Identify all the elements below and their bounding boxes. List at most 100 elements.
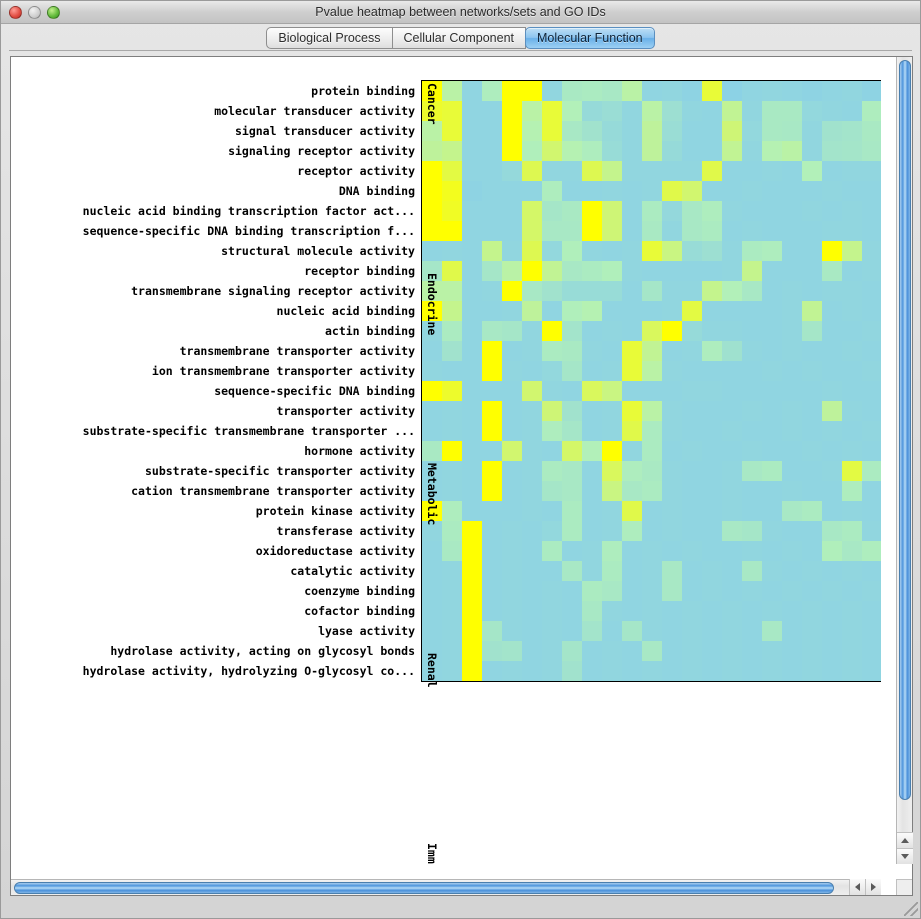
heatmap-cell[interactable]: [522, 281, 542, 301]
heatmap-cell[interactable]: [482, 161, 502, 181]
heatmap-cell[interactable]: [742, 241, 762, 261]
heatmap-cell[interactable]: [742, 641, 762, 661]
heatmap-cell[interactable]: [602, 241, 622, 261]
heatmap-cell[interactable]: [422, 561, 442, 581]
heatmap-cell[interactable]: [562, 341, 582, 361]
heatmap-cell[interactable]: [682, 441, 702, 461]
heatmap-cell[interactable]: [542, 561, 562, 581]
heatmap-cell[interactable]: [842, 101, 862, 121]
heatmap-cell[interactable]: [662, 461, 682, 481]
heatmap-cell[interactable]: [522, 481, 542, 501]
heatmap-cell[interactable]: [442, 521, 462, 541]
heatmap-cell[interactable]: [462, 421, 482, 441]
heatmap-cell[interactable]: [822, 301, 842, 321]
heatmap-cell[interactable]: [442, 321, 462, 341]
heatmap-cell[interactable]: [742, 401, 762, 421]
heatmap-cell[interactable]: [762, 461, 782, 481]
heatmap-cell[interactable]: [482, 421, 502, 441]
heatmap-cell[interactable]: [602, 301, 622, 321]
heatmap-cell[interactable]: [842, 301, 862, 321]
heatmap-cell[interactable]: [862, 601, 881, 621]
heatmap-cell[interactable]: [682, 501, 702, 521]
heatmap-cell[interactable]: [842, 541, 862, 561]
heatmap-cell[interactable]: [622, 441, 642, 461]
heatmap-cell[interactable]: [602, 221, 622, 241]
heatmap-cell[interactable]: [802, 161, 822, 181]
heatmap-cell[interactable]: [722, 281, 742, 301]
heatmap-cell[interactable]: [562, 621, 582, 641]
heatmap-cell[interactable]: [642, 461, 662, 481]
heatmap-cell[interactable]: [462, 101, 482, 121]
heatmap-cell[interactable]: [462, 201, 482, 221]
heatmap-cell[interactable]: [582, 121, 602, 141]
heatmap-cell[interactable]: [742, 201, 762, 221]
heatmap-cell[interactable]: [782, 161, 802, 181]
heatmap-cell[interactable]: [862, 521, 881, 541]
heatmap-cell[interactable]: [622, 341, 642, 361]
heatmap-cell[interactable]: [642, 161, 662, 181]
heatmap-cell[interactable]: [682, 221, 702, 241]
heatmap-cell[interactable]: [742, 421, 762, 441]
heatmap-cell[interactable]: [622, 401, 642, 421]
heatmap-cell[interactable]: [582, 281, 602, 301]
heatmap-cell[interactable]: [562, 501, 582, 521]
heatmap-cell[interactable]: [682, 141, 702, 161]
heatmap-cell[interactable]: [762, 241, 782, 261]
heatmap-cell[interactable]: [482, 281, 502, 301]
heatmap-cell[interactable]: [422, 101, 442, 121]
heatmap-cell[interactable]: [662, 381, 682, 401]
heatmap-cell[interactable]: [782, 381, 802, 401]
heatmap-cell[interactable]: [442, 421, 462, 441]
heatmap-cell[interactable]: [502, 521, 522, 541]
heatmap-cell[interactable]: [662, 181, 682, 201]
heatmap-cell[interactable]: [542, 261, 562, 281]
heatmap-cell[interactable]: [562, 641, 582, 661]
heatmap-cell[interactable]: [502, 181, 522, 201]
heatmap-cell[interactable]: [482, 481, 502, 501]
heatmap-cell[interactable]: [582, 81, 602, 101]
heatmap-cell[interactable]: [642, 281, 662, 301]
heatmap-cell[interactable]: [542, 341, 562, 361]
heatmap-cell[interactable]: [762, 381, 782, 401]
heatmap-cell[interactable]: [602, 541, 622, 561]
heatmap-cell[interactable]: [542, 521, 562, 541]
heatmap-cell[interactable]: [862, 341, 881, 361]
heatmap-cell[interactable]: [582, 581, 602, 601]
heatmap-cell[interactable]: [642, 221, 662, 241]
heatmap-cell[interactable]: [562, 661, 582, 681]
heatmap-cell[interactable]: [522, 521, 542, 541]
heatmap-cell[interactable]: [562, 321, 582, 341]
heatmap-cell[interactable]: [602, 601, 622, 621]
heatmap-cell[interactable]: [842, 461, 862, 481]
heatmap-cell[interactable]: [762, 261, 782, 281]
heatmap-cell[interactable]: [622, 101, 642, 121]
heatmap-cell[interactable]: [822, 481, 842, 501]
heatmap-cell[interactable]: [542, 101, 562, 121]
heatmap-cell[interactable]: [682, 621, 702, 641]
heatmap-cell[interactable]: [702, 181, 722, 201]
heatmap-cell[interactable]: [582, 381, 602, 401]
heatmap-cell[interactable]: [722, 581, 742, 601]
heatmap-cell[interactable]: [462, 621, 482, 641]
heatmap-cell[interactable]: [762, 201, 782, 221]
heatmap-cell[interactable]: [522, 321, 542, 341]
heatmap-cell[interactable]: [622, 321, 642, 341]
heatmap-cell[interactable]: [422, 181, 442, 201]
heatmap-cell[interactable]: [762, 501, 782, 521]
heatmap-cell[interactable]: [442, 581, 462, 601]
scroll-down-button[interactable]: [897, 848, 913, 864]
heatmap-cell[interactable]: [462, 521, 482, 541]
heatmap-cell[interactable]: [642, 421, 662, 441]
heatmap-cell[interactable]: [482, 121, 502, 141]
heatmap-cell[interactable]: [762, 541, 782, 561]
heatmap-cell[interactable]: [662, 501, 682, 521]
heatmap-cell[interactable]: [562, 201, 582, 221]
heatmap-cell[interactable]: [662, 521, 682, 541]
heatmap-cell[interactable]: [742, 101, 762, 121]
heatmap-cell[interactable]: [702, 621, 722, 641]
heatmap-cell[interactable]: [582, 361, 602, 381]
heatmap-cell[interactable]: [642, 501, 662, 521]
heatmap-cell[interactable]: [542, 181, 562, 201]
heatmap-cell[interactable]: [482, 401, 502, 421]
heatmap-cell[interactable]: [862, 421, 881, 441]
